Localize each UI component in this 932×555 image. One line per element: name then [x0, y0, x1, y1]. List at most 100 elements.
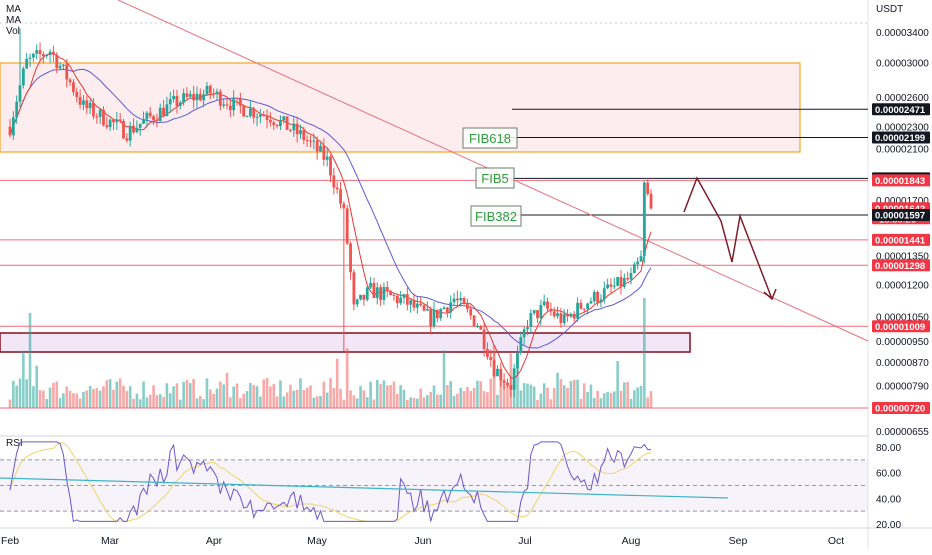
candle-body [21, 68, 25, 86]
fib-label-box [475, 167, 515, 189]
candle-body [78, 97, 82, 105]
candle-body [455, 298, 459, 301]
price-tick-label: 0.00002300 [876, 123, 929, 134]
candle-body [359, 294, 362, 300]
candle-body [275, 124, 279, 127]
currency-label: USDT [876, 4, 903, 15]
candle-body [55, 54, 59, 69]
volume-bar [282, 396, 286, 408]
candle-body [592, 292, 596, 302]
volume-bar [38, 390, 42, 408]
price-tag-label: 0.00001009 [875, 322, 925, 333]
volume-bar [449, 381, 453, 408]
candle-body [259, 114, 262, 117]
volume-bar [158, 394, 162, 408]
candle-body [342, 203, 346, 209]
candle-body [65, 64, 69, 80]
volume-bar [392, 381, 396, 408]
candle-body [172, 96, 175, 100]
candle-body [422, 305, 426, 311]
volume-bar [576, 379, 579, 408]
volume-bar [626, 381, 629, 408]
volume-bar [633, 390, 636, 408]
candle-body [469, 308, 473, 316]
candle-body [95, 116, 99, 118]
volume-bar [416, 398, 419, 408]
volume-bar [182, 381, 185, 408]
volume-bar [623, 382, 626, 408]
candle-body [299, 130, 302, 135]
candle-body [462, 297, 466, 305]
volume-bar [482, 391, 486, 408]
candle-body [596, 292, 600, 303]
fib-label-fib618: FIB618 [469, 131, 511, 146]
candle-body [486, 348, 489, 358]
volume-bar [466, 386, 469, 408]
volume-bar [549, 399, 553, 408]
volume-bar [569, 381, 573, 408]
volume-bar [579, 398, 583, 408]
candle-body [369, 282, 372, 288]
candle-body [612, 285, 616, 287]
volume-bar [472, 387, 476, 408]
volume-bar [265, 378, 269, 408]
candle-body [616, 277, 620, 286]
candle-body [329, 156, 332, 176]
volume-bar [185, 379, 189, 408]
ma-legend-2[interactable]: MA [6, 15, 21, 26]
candle-body [556, 313, 559, 317]
indicator-legend[interactable]: MA MA Vol [6, 4, 21, 37]
price-tick-label: 0.00003400 [876, 28, 929, 39]
volume-bar [259, 396, 262, 408]
volume-bar [342, 399, 346, 408]
volume-bar [516, 358, 519, 408]
volume-bar [596, 390, 599, 408]
price-tick-label: 0.00001050 [876, 313, 929, 324]
volume-bar [302, 390, 306, 408]
volume-bar [199, 396, 202, 408]
candle-body [232, 97, 236, 111]
volume-bar [232, 386, 235, 408]
candle-body [312, 140, 316, 142]
time-axis[interactable]: Feb Mar Apr May Jun Jul Aug Sep Oct [1, 535, 844, 547]
volume-bar [175, 383, 179, 408]
volume-bar [489, 378, 493, 408]
volume-bar [362, 390, 366, 408]
price-tick-label: 0.00002100 [876, 145, 929, 156]
candle-body [15, 101, 19, 118]
candle-body [68, 79, 72, 83]
candle-body [419, 303, 423, 306]
price-tag [872, 209, 930, 222]
candle-body [442, 307, 446, 310]
volume-bar [335, 358, 339, 408]
volume-bar [225, 372, 229, 408]
volume-bar [419, 388, 422, 408]
volume-bar [192, 379, 195, 408]
volume-bar [72, 393, 75, 408]
volume-bar [409, 397, 412, 408]
candle-body [162, 107, 165, 117]
volume-bar [295, 389, 299, 408]
volume-bar [108, 379, 112, 408]
volume-bar [562, 385, 566, 408]
volume-bar [35, 365, 39, 408]
candle-body [345, 208, 349, 244]
candle-body [452, 298, 456, 303]
candle-body [202, 94, 206, 101]
ma-legend-1[interactable]: MA [6, 4, 21, 15]
candle-body [145, 112, 149, 120]
candle-body [496, 368, 499, 377]
candle-body [185, 93, 189, 97]
candle-body [382, 286, 386, 300]
candle-body [412, 300, 416, 308]
volume-bar [649, 391, 653, 408]
volume-bar [85, 390, 89, 408]
volume-bar [65, 386, 69, 408]
vol-legend[interactable]: Vol [6, 26, 20, 37]
rsi-tick-label: 20.00 [876, 520, 901, 531]
candle-body [529, 313, 533, 328]
candle-body [292, 123, 296, 131]
candle-body [642, 182, 646, 257]
volume-bar [239, 398, 242, 408]
